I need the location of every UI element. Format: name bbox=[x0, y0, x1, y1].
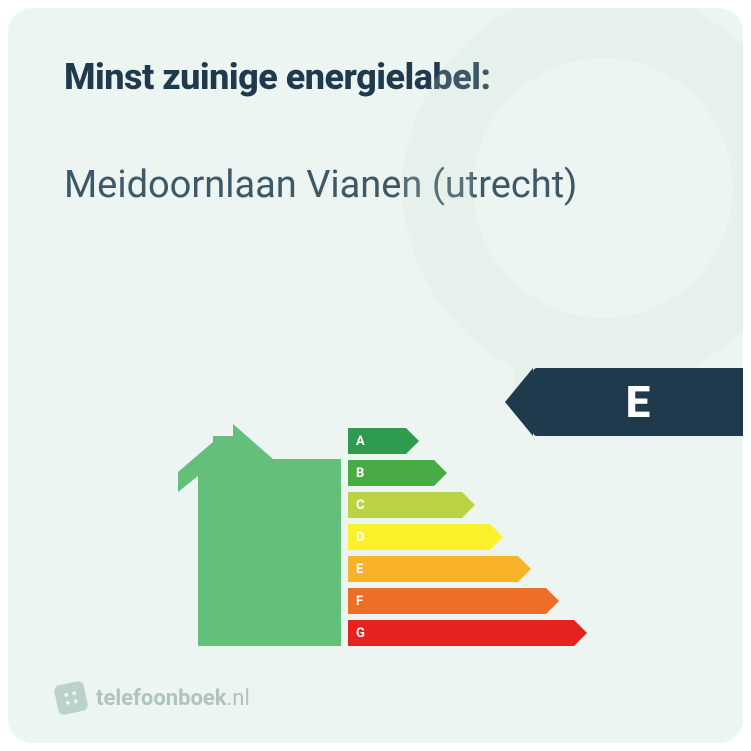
energy-bar-f: F bbox=[348, 588, 546, 614]
house-shape bbox=[178, 424, 341, 646]
telefoonboek-logo-icon bbox=[53, 680, 89, 716]
energy-card: Minst zuinige energielabel: Meidoornlaan… bbox=[8, 8, 743, 743]
energy-bar-row: G bbox=[348, 618, 728, 648]
footer-brand-tld: .nl bbox=[227, 686, 250, 711]
energy-bar-row: E bbox=[348, 554, 728, 584]
energy-bar-e: E bbox=[348, 556, 518, 582]
footer-brand-text: telefoonboek.nl bbox=[96, 686, 250, 711]
house-icon bbox=[178, 424, 343, 649]
page-title: Minst zuinige energielabel: bbox=[64, 56, 687, 98]
energy-bar-d: D bbox=[348, 524, 490, 550]
energy-bar-row: B bbox=[348, 458, 728, 488]
energy-bars: ABCDEFG bbox=[348, 426, 728, 648]
footer-brand: telefoonboek.nl bbox=[56, 683, 250, 713]
energy-bar-g: G bbox=[348, 620, 574, 646]
energy-bar-b: B bbox=[348, 460, 434, 486]
energy-label-graphic: ABCDEFG bbox=[183, 418, 743, 653]
location-subtitle: Meidoornlaan Vianen (utrecht) bbox=[64, 162, 584, 210]
energy-bar-c: C bbox=[348, 492, 462, 518]
energy-bar-row: F bbox=[348, 586, 728, 616]
footer-brand-name: telefoonboek bbox=[96, 686, 227, 711]
rating-indicator: E bbox=[533, 368, 743, 436]
energy-bar-row: D bbox=[348, 522, 728, 552]
rating-indicator-letter: E bbox=[626, 376, 651, 428]
energy-bar-a: A bbox=[348, 428, 406, 454]
energy-bar-row: C bbox=[348, 490, 728, 520]
